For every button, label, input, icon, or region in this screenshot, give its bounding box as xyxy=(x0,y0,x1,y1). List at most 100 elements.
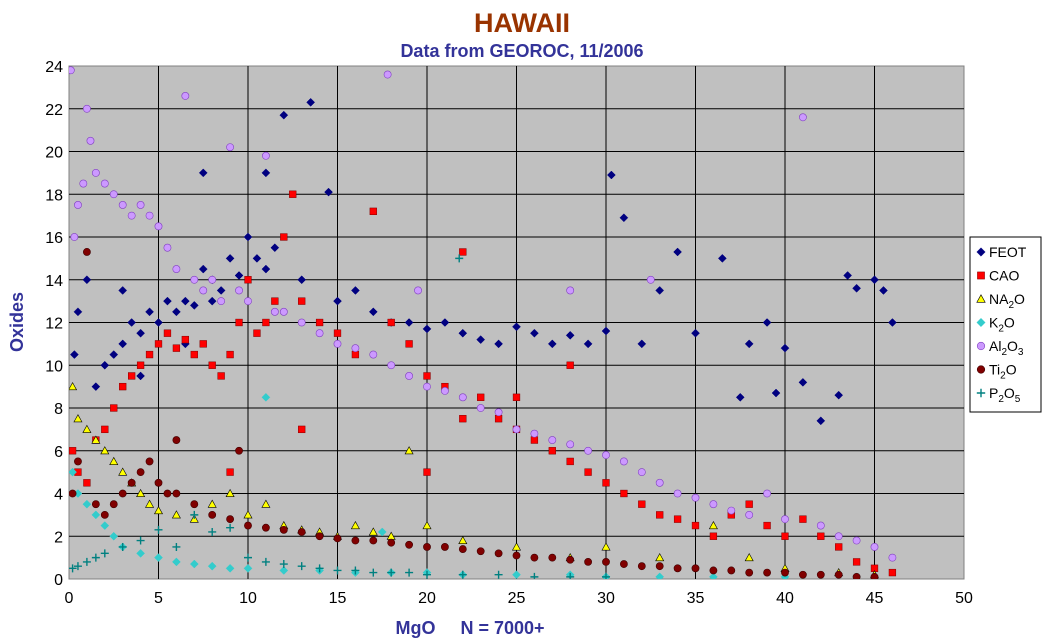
point-feot xyxy=(843,271,853,280)
point-na2o xyxy=(145,499,155,508)
point-tio2 xyxy=(727,566,736,575)
point-feot xyxy=(279,110,289,120)
point-al2o3 xyxy=(799,113,807,122)
point-p2o5 xyxy=(82,557,91,566)
point-al2o3 xyxy=(118,201,127,209)
point-al2o3 xyxy=(852,536,861,545)
point-feot xyxy=(333,296,342,306)
series-feot xyxy=(70,97,897,426)
point-al2o3 xyxy=(154,222,163,231)
point-feot xyxy=(512,322,521,332)
x-axis-label: MgO N = 7000+ xyxy=(395,618,544,638)
point-feot xyxy=(619,213,629,223)
point-p2o5 xyxy=(91,553,100,562)
point-tio2 xyxy=(69,489,77,498)
point-na2o xyxy=(655,553,665,562)
point-tio2 xyxy=(423,543,431,551)
point-cao xyxy=(333,329,342,337)
point-tio2 xyxy=(548,553,557,562)
point-al2o3 xyxy=(69,66,75,75)
legend-item-na2o: NA2O xyxy=(976,291,1025,311)
point-feot xyxy=(172,307,181,317)
point-tio2 xyxy=(145,457,154,466)
point-tio2 xyxy=(261,523,270,532)
point-tio2 xyxy=(584,558,592,566)
point-feot xyxy=(879,286,888,295)
point-feot xyxy=(136,371,145,381)
point-feot xyxy=(888,318,897,327)
point-al2o3 xyxy=(279,307,288,316)
point-tio2 xyxy=(512,551,521,560)
point-cao xyxy=(110,404,118,412)
y-axis-label: Oxides xyxy=(7,292,27,352)
point-feot xyxy=(368,307,378,317)
point-na2o xyxy=(368,527,378,536)
point-al2o3 xyxy=(86,136,95,145)
point-tio2 xyxy=(637,562,646,571)
point-cao xyxy=(638,500,646,508)
point-feot xyxy=(422,324,432,334)
point-feot xyxy=(207,296,217,306)
point-na2o xyxy=(744,553,754,562)
point-p2o5 xyxy=(154,525,163,534)
point-cao xyxy=(423,372,431,380)
point-tio2 xyxy=(834,570,843,579)
x-tick-label: 10 xyxy=(239,590,257,607)
point-feot xyxy=(780,343,790,353)
point-al2o3 xyxy=(655,478,664,487)
point-cao xyxy=(244,276,252,284)
point-al2o3 xyxy=(673,489,682,498)
point-al2o3 xyxy=(476,404,485,412)
point-al2o3 xyxy=(870,543,879,551)
point-tio2 xyxy=(190,500,199,509)
point-feot xyxy=(834,390,844,400)
point-tio2 xyxy=(655,562,664,571)
point-p2o5 xyxy=(602,572,610,579)
point-k2o xyxy=(154,553,163,562)
x-axis-label-note: N = 7000+ xyxy=(460,618,544,638)
point-feot xyxy=(306,97,316,107)
point-na2o xyxy=(91,435,101,444)
y-tick-label: 0 xyxy=(54,572,63,589)
point-k2o xyxy=(91,510,101,520)
series-na2o xyxy=(69,382,880,579)
point-tio2 xyxy=(387,538,396,547)
point-tio2 xyxy=(172,489,181,498)
point-feot xyxy=(458,328,468,338)
point-feot xyxy=(870,275,879,285)
point-p2o5 xyxy=(244,553,252,562)
point-feot xyxy=(261,264,271,274)
point-p2o5 xyxy=(458,570,467,579)
point-tio2 xyxy=(476,547,485,556)
point-tio2 xyxy=(816,570,825,579)
point-al2o3 xyxy=(834,532,843,541)
point-feot xyxy=(476,335,486,344)
point-na2o xyxy=(153,505,164,515)
point-tio2 xyxy=(163,489,172,498)
legend-label: NA2O xyxy=(989,291,1025,311)
point-cao xyxy=(351,350,360,359)
point-feot xyxy=(91,382,101,391)
point-tio2 xyxy=(691,564,700,573)
point-tio2 xyxy=(709,566,718,575)
point-na2o xyxy=(243,510,253,519)
point-cao xyxy=(548,447,556,455)
point-tio2 xyxy=(279,525,288,534)
point-cao xyxy=(119,382,127,391)
point-p2o5 xyxy=(136,536,145,545)
point-k2o xyxy=(279,566,289,575)
series-tio2 xyxy=(69,248,879,579)
y-tick-label: 2 xyxy=(54,529,63,546)
point-cao xyxy=(477,393,485,401)
point-cao xyxy=(799,515,807,523)
point-feot xyxy=(762,318,772,327)
point-cao xyxy=(163,329,172,337)
y-tick-label: 18 xyxy=(45,187,63,204)
point-al2o3 xyxy=(235,286,243,295)
point-feot xyxy=(118,339,128,349)
legend-marker xyxy=(976,388,986,398)
point-tio2 xyxy=(458,545,467,553)
point-tio2 xyxy=(440,543,449,551)
point-al2o3 xyxy=(745,510,754,519)
